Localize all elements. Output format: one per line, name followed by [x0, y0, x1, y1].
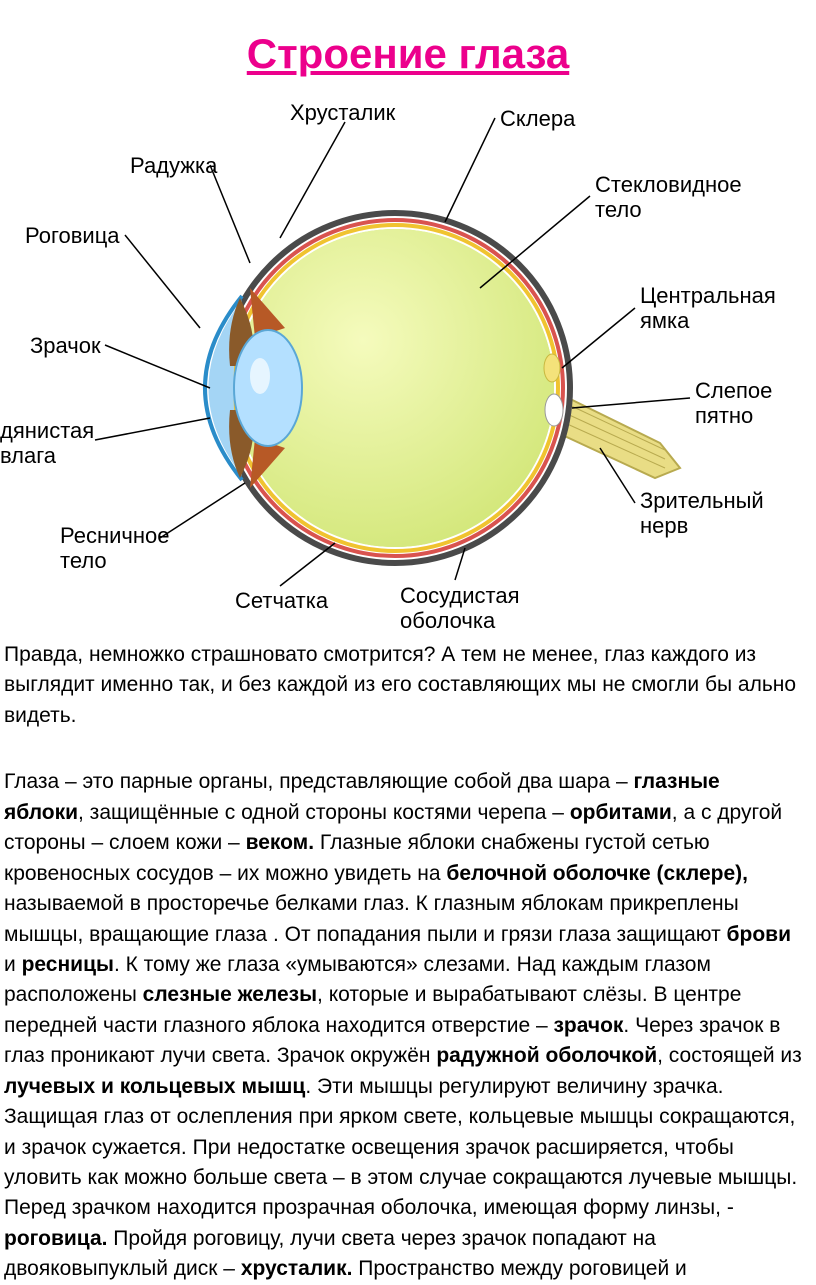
label-sclera: Склера — [500, 106, 575, 132]
label-iris: Радужка — [130, 153, 217, 179]
label-lens: Хрусталик — [290, 100, 395, 126]
label-cornea: Роговица — [25, 223, 120, 249]
label-aqueous: дянистаявлага — [0, 418, 94, 469]
label-nerve: Зрительныйнерв — [640, 488, 764, 539]
label-choroid: Сосудистаяоболочка — [400, 583, 520, 634]
label-retina: Сетчатка — [235, 588, 328, 614]
eye-diagram: Хрусталик Радужка Роговица Зрачок дянистаявл… — [0, 88, 816, 628]
label-pupil: Зрачок — [30, 333, 101, 359]
label-ciliary: Ресничноетело — [60, 523, 169, 574]
label-blind: Слепоепятно — [695, 378, 772, 429]
paragraph-2: Глаза – это парные органы, представляющи… — [0, 767, 816, 1284]
label-vitreous: Стекловидноетело — [595, 172, 742, 223]
page-title: Строение глаза — [0, 30, 816, 78]
paragraph-1: Правда, немножко страшновато смотрится? … — [0, 640, 816, 731]
label-fovea: Центральнаяямка — [640, 283, 776, 334]
